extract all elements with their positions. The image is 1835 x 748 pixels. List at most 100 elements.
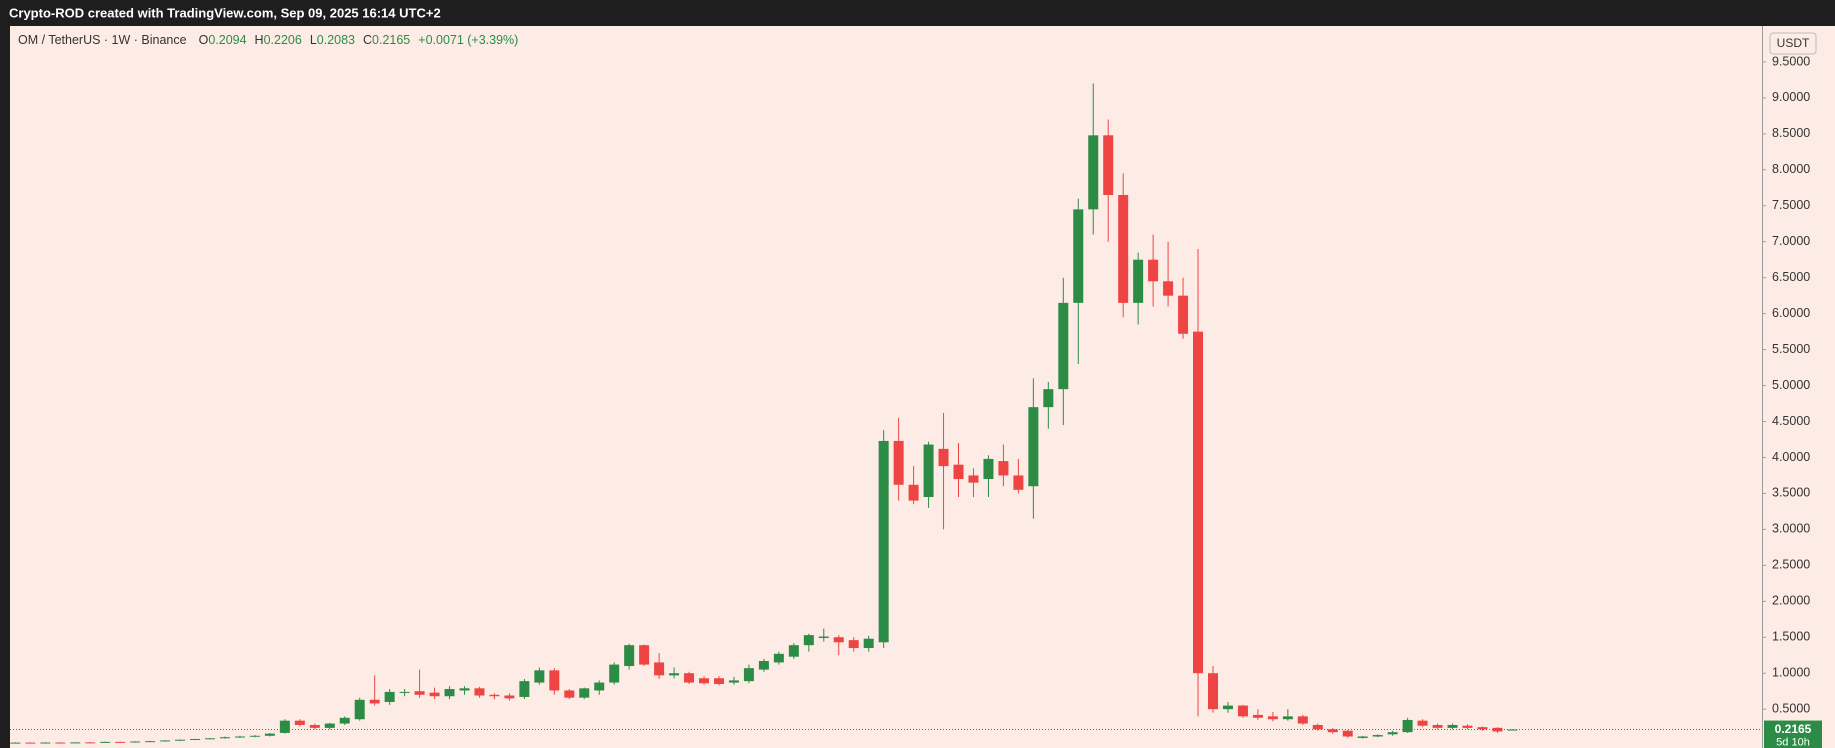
y-tick-label: 2.0000 (1772, 594, 1810, 608)
candle-body (55, 742, 66, 744)
candle-body (1252, 714, 1263, 718)
legend-change: +0.0071 (+3.39%) (418, 33, 518, 47)
candle-body (1073, 209, 1084, 303)
candle-body (1058, 302, 1069, 390)
y-tick-label: 4.0000 (1772, 450, 1810, 464)
chart-panel (10, 26, 1835, 748)
candle-body (1028, 407, 1039, 487)
candle-body (728, 680, 739, 683)
candle-body (249, 735, 260, 737)
legend-value: 0.2206 (264, 33, 302, 47)
candle-body (354, 699, 365, 720)
candle-body (324, 723, 335, 728)
candle-body (309, 724, 320, 728)
currency-label: USDT (1777, 36, 1810, 50)
y-tick-label: 9.5000 (1772, 54, 1810, 68)
candle-body (938, 448, 949, 467)
candle-body (788, 645, 799, 657)
candle-body (279, 720, 290, 733)
currency-box[interactable] (1769, 32, 1817, 55)
candle-body (444, 689, 455, 697)
candle-body (294, 720, 305, 725)
candle-body (923, 444, 934, 498)
candle-body (1417, 720, 1428, 726)
candle-body (414, 691, 425, 695)
y-tick-label: 0.5000 (1772, 701, 1810, 715)
candle-body (399, 691, 410, 693)
candle-body (1118, 194, 1129, 303)
candle-body (1163, 281, 1174, 296)
y-tick-label: 8.5000 (1772, 126, 1810, 140)
y-tick-label: 3.5000 (1772, 486, 1810, 500)
y-tick-label: 5.0000 (1772, 378, 1810, 392)
y-tick-label: 1.0000 (1772, 666, 1810, 680)
candle-body (1237, 705, 1248, 717)
y-tick-label: 2.5000 (1772, 558, 1810, 572)
candle-body (1477, 727, 1488, 730)
y-tick-label: 7.0000 (1772, 234, 1810, 248)
candle-body (160, 740, 171, 742)
candle-body (85, 742, 96, 744)
candle-body (983, 458, 994, 480)
legend-value: 0.2094 (208, 33, 246, 47)
candle-body (1297, 716, 1308, 724)
candle-body (1342, 730, 1353, 737)
y-tick-label: 1.5000 (1772, 630, 1810, 644)
y-tick-label: 5.5000 (1772, 342, 1810, 356)
candle-body (10, 742, 21, 744)
candle-body (1193, 331, 1204, 674)
candle-body (130, 741, 141, 743)
candle-body (429, 692, 440, 697)
header-title: Crypto-ROD created with TradingView.com,… (9, 5, 441, 20)
top-bar (0, 0, 1835, 26)
candle-body (1492, 727, 1503, 732)
candle-body (1507, 729, 1518, 731)
candle-body (1312, 724, 1323, 730)
candle-body (743, 668, 754, 682)
candle-body (549, 670, 560, 691)
candle-body (1013, 475, 1024, 490)
candle-body (1088, 135, 1099, 210)
candle-body (1387, 732, 1398, 735)
candle-body (654, 662, 665, 676)
candle-body (234, 736, 245, 738)
candle-body (1178, 295, 1189, 334)
countdown-label: 5d 10h (1776, 736, 1810, 748)
candle-body (1357, 736, 1368, 738)
candle-body (25, 742, 36, 744)
candle-body (1327, 729, 1338, 733)
candle-body (863, 638, 874, 649)
y-tick-label: 4.5000 (1772, 414, 1810, 428)
candle-body (519, 681, 530, 697)
candle-body (1043, 389, 1054, 408)
candle-body (1447, 724, 1458, 728)
candle-body (893, 440, 904, 485)
candle-body (818, 636, 829, 638)
candle-body (758, 660, 769, 670)
candle-body (1222, 705, 1233, 710)
candle-body (908, 484, 919, 501)
candle-body (968, 475, 979, 483)
y-tick-label: 6.5000 (1772, 270, 1810, 284)
candle-body (564, 690, 575, 698)
candle-body (669, 673, 680, 676)
legend-symbol: OM / TetherUS · 1W · Binance (18, 33, 187, 47)
candle-body (699, 678, 710, 684)
y-tick-label: 6.0000 (1772, 306, 1810, 320)
candle-body (1267, 716, 1278, 720)
candle-body (684, 673, 695, 683)
candle-body (219, 737, 230, 739)
candle-body (1282, 716, 1293, 720)
candle-body (1133, 259, 1144, 303)
candle-body (579, 688, 590, 698)
legend-value: 0.2165 (372, 33, 410, 47)
legend-prefix: C (363, 33, 372, 47)
candle-body (1372, 735, 1383, 737)
candle-body (878, 440, 889, 643)
candle-body (70, 742, 81, 744)
candle-body (115, 741, 126, 743)
legend-value: 0.2083 (317, 33, 355, 47)
candle-body (713, 678, 724, 684)
candle-body (339, 717, 350, 724)
